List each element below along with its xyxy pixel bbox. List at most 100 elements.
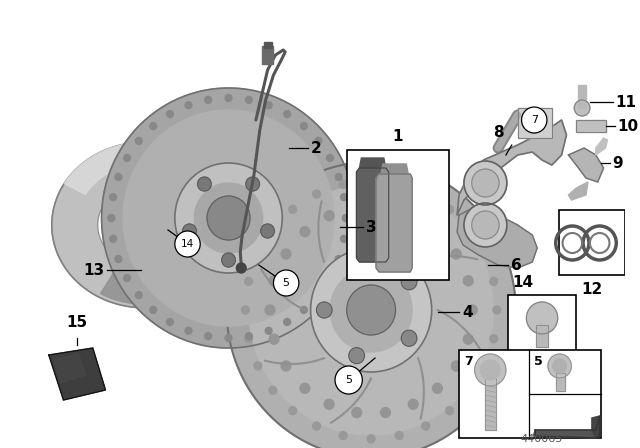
Text: 12: 12 xyxy=(581,282,602,297)
Circle shape xyxy=(289,205,296,213)
Circle shape xyxy=(326,275,333,281)
Circle shape xyxy=(340,235,348,242)
Circle shape xyxy=(339,431,347,439)
Circle shape xyxy=(166,111,173,117)
Text: 14: 14 xyxy=(181,239,194,249)
Polygon shape xyxy=(568,148,604,182)
Bar xyxy=(485,378,496,430)
Text: 8: 8 xyxy=(493,125,504,140)
Circle shape xyxy=(396,431,403,439)
Bar xyxy=(518,108,552,138)
Text: 5: 5 xyxy=(534,355,543,368)
Polygon shape xyxy=(49,348,106,400)
Text: 10: 10 xyxy=(617,119,638,134)
Circle shape xyxy=(182,224,196,238)
Circle shape xyxy=(225,95,232,102)
Text: 5: 5 xyxy=(345,375,352,385)
Text: 11: 11 xyxy=(615,95,636,109)
Text: 7: 7 xyxy=(464,355,473,368)
Circle shape xyxy=(352,202,362,212)
Circle shape xyxy=(445,407,454,415)
Text: 4: 4 xyxy=(462,305,472,319)
Circle shape xyxy=(166,319,173,325)
Circle shape xyxy=(342,215,349,221)
Circle shape xyxy=(109,194,116,201)
Circle shape xyxy=(150,123,157,129)
Circle shape xyxy=(422,190,429,198)
Polygon shape xyxy=(596,138,607,155)
Bar xyxy=(576,120,605,132)
Circle shape xyxy=(367,177,375,185)
Text: 14: 14 xyxy=(513,275,534,290)
Bar xyxy=(508,295,576,353)
Circle shape xyxy=(553,359,566,373)
Circle shape xyxy=(254,362,262,370)
Circle shape xyxy=(241,306,250,314)
Circle shape xyxy=(324,211,334,221)
Circle shape xyxy=(315,138,322,144)
Polygon shape xyxy=(360,158,386,168)
Circle shape xyxy=(207,196,250,240)
Bar xyxy=(262,46,273,64)
Circle shape xyxy=(548,354,572,378)
Circle shape xyxy=(381,408,390,418)
Polygon shape xyxy=(376,174,412,272)
Text: 440065: 440065 xyxy=(521,434,563,444)
Polygon shape xyxy=(592,416,600,438)
Circle shape xyxy=(265,305,275,315)
Circle shape xyxy=(284,319,291,325)
Circle shape xyxy=(269,276,279,286)
Text: 15: 15 xyxy=(67,315,88,330)
Circle shape xyxy=(313,190,321,198)
Circle shape xyxy=(574,100,590,116)
Circle shape xyxy=(490,335,498,343)
Polygon shape xyxy=(356,168,388,262)
Circle shape xyxy=(367,435,375,443)
Circle shape xyxy=(198,177,211,191)
Bar xyxy=(536,325,548,347)
Circle shape xyxy=(115,255,122,263)
Circle shape xyxy=(490,277,498,285)
Bar xyxy=(485,378,496,430)
Text: 3: 3 xyxy=(366,220,377,234)
Circle shape xyxy=(472,211,499,239)
Circle shape xyxy=(269,226,276,234)
Circle shape xyxy=(185,102,192,109)
Circle shape xyxy=(324,399,334,409)
Circle shape xyxy=(396,181,403,189)
Bar xyxy=(347,150,449,280)
Circle shape xyxy=(205,333,212,340)
Polygon shape xyxy=(52,142,237,308)
Circle shape xyxy=(135,138,142,144)
Circle shape xyxy=(408,211,418,221)
Circle shape xyxy=(401,274,417,290)
Circle shape xyxy=(225,335,232,341)
Polygon shape xyxy=(533,430,600,438)
Polygon shape xyxy=(102,88,355,348)
Text: 5: 5 xyxy=(283,278,290,288)
Circle shape xyxy=(464,203,507,247)
Bar xyxy=(556,373,564,391)
Circle shape xyxy=(590,233,609,253)
Circle shape xyxy=(289,407,296,415)
Circle shape xyxy=(310,248,432,372)
Circle shape xyxy=(347,285,396,335)
Circle shape xyxy=(135,292,142,299)
Bar xyxy=(578,85,586,108)
Circle shape xyxy=(465,226,474,234)
Circle shape xyxy=(445,205,454,213)
Text: 1: 1 xyxy=(392,129,403,144)
Polygon shape xyxy=(249,185,493,435)
Bar xyxy=(536,325,548,347)
Circle shape xyxy=(108,215,115,221)
Circle shape xyxy=(244,277,252,285)
Circle shape xyxy=(330,268,412,352)
Circle shape xyxy=(451,361,461,371)
Polygon shape xyxy=(457,205,537,268)
Polygon shape xyxy=(227,162,516,448)
Circle shape xyxy=(246,333,252,340)
Circle shape xyxy=(236,263,246,273)
Circle shape xyxy=(109,235,116,242)
Circle shape xyxy=(300,306,307,314)
Circle shape xyxy=(463,334,473,344)
